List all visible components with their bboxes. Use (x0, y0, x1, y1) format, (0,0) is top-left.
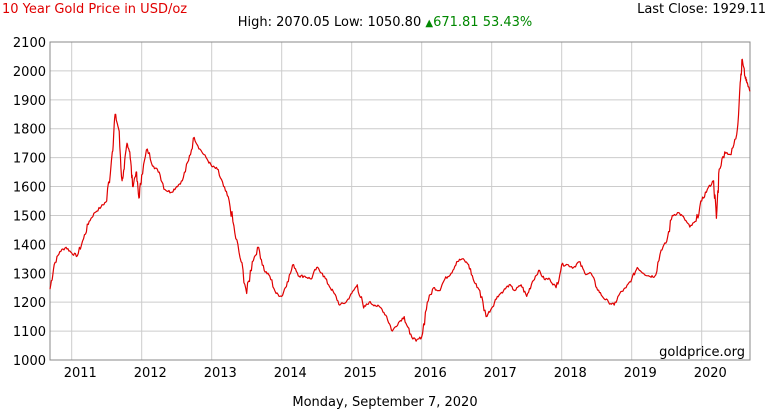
y-tick-label: 1500 (13, 209, 46, 224)
y-tick-label: 1900 (13, 94, 46, 109)
price-stats: High: 2070.05 Low: 1050.80 ▲671.81 53.43… (0, 15, 770, 30)
x-tick-label: 2012 (134, 366, 167, 381)
grid-lines (49, 41, 751, 361)
y-tick-label: 1000 (13, 354, 46, 369)
chart-title: 10 Year Gold Price in USD/oz (2, 2, 188, 17)
last-close-label: Last Close: (637, 2, 709, 17)
price-line (49, 58, 751, 342)
y-tick-label: 1600 (13, 181, 46, 196)
x-tick-label: 2019 (624, 366, 657, 381)
y-tick-label: 1800 (13, 123, 46, 138)
y-tick-label: 1300 (13, 267, 46, 282)
x-tick-label: 2015 (344, 366, 377, 381)
x-tick-label: 2017 (484, 366, 517, 381)
footer-date: Monday, September 7, 2020 (292, 395, 478, 410)
y-tick-label: 2000 (13, 65, 46, 80)
plot-frame (49, 41, 751, 361)
x-tick-label: 2011 (64, 366, 97, 381)
x-tick-label: 2014 (274, 366, 307, 381)
high-value: 2070.05 (276, 15, 330, 30)
x-tick-label: 2018 (554, 366, 587, 381)
last-close-value: 1929.11 (712, 2, 766, 17)
x-axis: 2011 2012 2013 2014 2015 2016 2017 2018 2019 2020 (64, 366, 727, 381)
y-tick-label: 1400 (13, 238, 46, 253)
x-tick-label: 2013 (204, 366, 237, 381)
y-tick-label: 1700 (13, 152, 46, 167)
x-tick-label: 2016 (414, 366, 447, 381)
y-tick-label: 1100 (13, 325, 46, 340)
y-tick-label: 1200 (13, 296, 46, 311)
high-label: High: (237, 15, 272, 30)
low-value: 1050.80 (367, 15, 422, 30)
y-tick-label: 2100 (13, 36, 46, 51)
last-close: Last Close: 1929.11 (637, 2, 766, 17)
y-axis: 1000 1100 1200 1300 1400 1500 1600 1700 1800 1900… (13, 36, 46, 369)
change-value: 671.81 (433, 15, 479, 30)
up-arrow-icon: ▲ (425, 18, 434, 29)
watermark: goldprice.org (659, 345, 745, 360)
change-percent: 53.43% (482, 15, 533, 30)
x-tick-label: 2020 (694, 366, 727, 381)
low-label: Low: (334, 15, 364, 30)
